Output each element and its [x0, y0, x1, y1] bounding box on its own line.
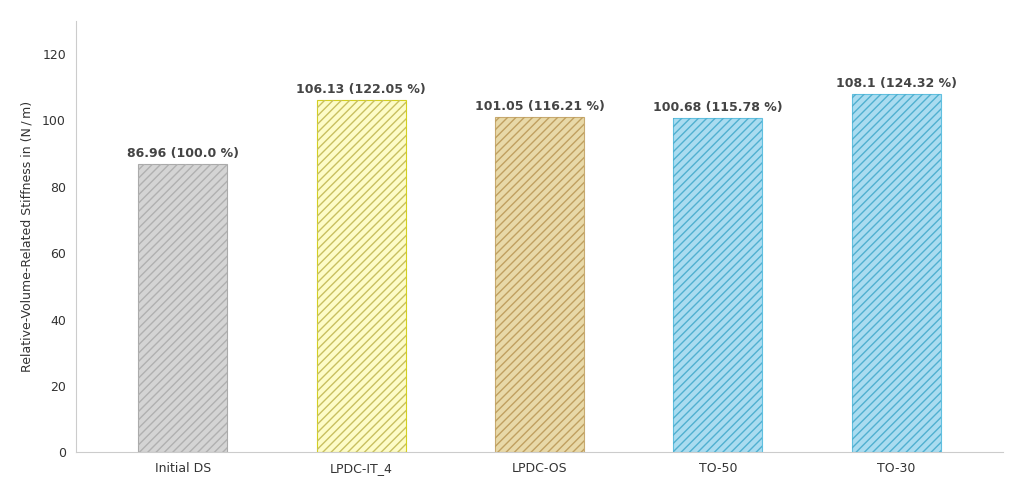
Bar — [316, 100, 406, 452]
Bar — [316, 100, 406, 452]
Bar — [495, 117, 584, 452]
Text: 108.1 (124.32 %): 108.1 (124.32 %) — [836, 76, 956, 90]
Bar — [673, 118, 763, 452]
Bar — [852, 94, 941, 452]
Bar — [138, 164, 227, 452]
Text: 86.96 (100.0 %): 86.96 (100.0 %) — [127, 147, 239, 160]
Bar — [852, 94, 941, 452]
Text: 101.05 (116.21 %): 101.05 (116.21 %) — [474, 100, 604, 113]
Text: 100.68 (115.78 %): 100.68 (115.78 %) — [653, 101, 782, 114]
Bar — [673, 118, 763, 452]
Bar — [495, 117, 584, 452]
Y-axis label: Relative-Volume-Related Stiffness in (N / m): Relative-Volume-Related Stiffness in (N … — [20, 101, 34, 372]
Text: 106.13 (122.05 %): 106.13 (122.05 %) — [296, 83, 426, 96]
Bar — [138, 164, 227, 452]
